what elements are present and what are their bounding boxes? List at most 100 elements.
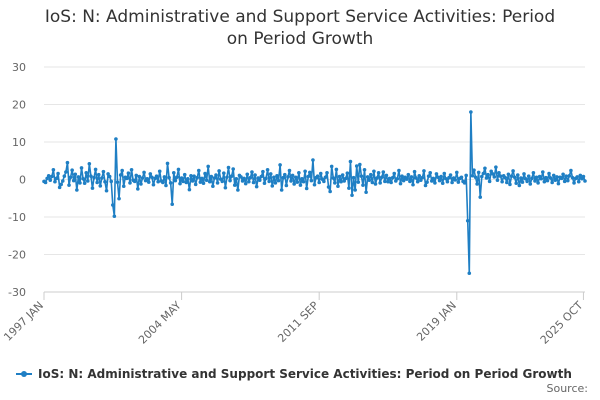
data-point[interactable]: [229, 174, 234, 178]
data-point[interactable]: [200, 176, 204, 181]
data-point[interactable]: [425, 180, 429, 184]
data-point[interactable]: [267, 179, 271, 184]
data-point[interactable]: [232, 183, 237, 187]
data-point[interactable]: [583, 179, 587, 183]
data-point[interactable]: [476, 170, 481, 175]
data-point[interactable]: [48, 178, 53, 183]
data-point[interactable]: [345, 171, 350, 175]
data-point[interactable]: [164, 183, 168, 188]
data-point[interactable]: [492, 175, 497, 179]
data-point[interactable]: [270, 184, 275, 188]
data-point[interactable]: [228, 178, 232, 183]
data-point[interactable]: [566, 178, 570, 183]
data-point[interactable]: [279, 188, 284, 192]
data-point[interactable]: [161, 180, 165, 185]
data-point[interactable]: [134, 173, 139, 178]
data-point[interactable]: [181, 179, 185, 184]
data-point[interactable]: [361, 183, 365, 187]
data-point[interactable]: [315, 174, 320, 178]
data-point[interactable]: [156, 179, 160, 184]
data-point[interactable]: [212, 176, 217, 180]
data-point[interactable]: [290, 173, 295, 178]
data-point[interactable]: [447, 175, 451, 180]
data-point[interactable]: [420, 175, 425, 180]
data-point[interactable]: [473, 175, 478, 180]
data-point[interactable]: [117, 196, 121, 201]
data-point[interactable]: [576, 179, 581, 184]
data-point[interactable]: [196, 168, 201, 173]
data-point[interactable]: [71, 178, 76, 183]
data-point[interactable]: [376, 170, 381, 175]
data-point[interactable]: [354, 164, 359, 168]
data-point[interactable]: [389, 180, 393, 185]
data-point[interactable]: [342, 179, 347, 183]
data-point[interactable]: [326, 185, 331, 189]
data-point[interactable]: [494, 165, 498, 169]
data-point[interactable]: [278, 163, 282, 167]
data-point[interactable]: [165, 161, 170, 166]
data-point[interactable]: [262, 181, 267, 186]
data-point[interactable]: [469, 110, 473, 114]
data-point[interactable]: [508, 182, 512, 187]
data-point[interactable]: [54, 176, 59, 181]
data-point[interactable]: [239, 175, 243, 179]
data-point[interactable]: [121, 184, 126, 189]
data-point[interactable]: [401, 178, 406, 183]
data-point[interactable]: [350, 193, 354, 198]
data-point[interactable]: [343, 176, 348, 181]
data-point[interactable]: [325, 170, 329, 175]
data-point[interactable]: [148, 172, 153, 176]
data-point[interactable]: [126, 171, 131, 175]
data-point[interactable]: [190, 179, 195, 183]
data-point[interactable]: [247, 179, 251, 184]
data-point[interactable]: [381, 170, 386, 174]
data-point[interactable]: [390, 175, 395, 180]
data-point[interactable]: [68, 175, 73, 180]
data-point[interactable]: [398, 181, 403, 186]
data-point[interactable]: [226, 165, 231, 170]
data-point[interactable]: [486, 172, 490, 177]
data-point[interactable]: [556, 181, 561, 186]
data-point[interactable]: [217, 169, 221, 173]
data-point[interactable]: [240, 179, 245, 183]
data-point[interactable]: [465, 218, 470, 223]
data-point[interactable]: [103, 179, 107, 184]
data-point[interactable]: [308, 170, 312, 175]
data-point[interactable]: [292, 182, 296, 186]
data-point[interactable]: [358, 162, 362, 167]
data-point[interactable]: [60, 179, 65, 183]
data-point[interactable]: [409, 175, 414, 179]
data-point[interactable]: [96, 172, 101, 177]
data-point[interactable]: [483, 166, 487, 171]
data-point[interactable]: [157, 169, 162, 174]
data-point[interactable]: [509, 174, 514, 178]
data-point[interactable]: [523, 176, 528, 181]
data-point[interactable]: [428, 170, 433, 175]
data-point[interactable]: [65, 160, 70, 165]
data-point[interactable]: [129, 167, 134, 172]
data-point[interactable]: [225, 175, 229, 180]
data-point[interactable]: [168, 181, 173, 185]
data-point[interactable]: [433, 181, 437, 185]
data-point[interactable]: [245, 172, 250, 177]
data-point[interactable]: [85, 179, 90, 183]
data-point[interactable]: [207, 179, 212, 184]
data-point[interactable]: [498, 174, 503, 178]
data-point[interactable]: [150, 175, 154, 180]
data-point[interactable]: [481, 171, 486, 176]
data-point[interactable]: [107, 174, 112, 179]
data-point[interactable]: [295, 180, 300, 184]
data-point[interactable]: [444, 176, 448, 181]
data-point[interactable]: [459, 175, 464, 180]
data-point[interactable]: [348, 159, 353, 164]
data-point[interactable]: [490, 172, 495, 176]
data-point[interactable]: [500, 179, 504, 184]
data-point[interactable]: [429, 179, 434, 183]
data-point[interactable]: [497, 170, 501, 175]
data-point[interactable]: [419, 178, 423, 183]
data-point[interactable]: [572, 181, 576, 185]
data-point[interactable]: [236, 188, 240, 192]
data-point[interactable]: [550, 180, 554, 185]
data-point[interactable]: [272, 175, 276, 180]
data-point[interactable]: [151, 182, 156, 187]
